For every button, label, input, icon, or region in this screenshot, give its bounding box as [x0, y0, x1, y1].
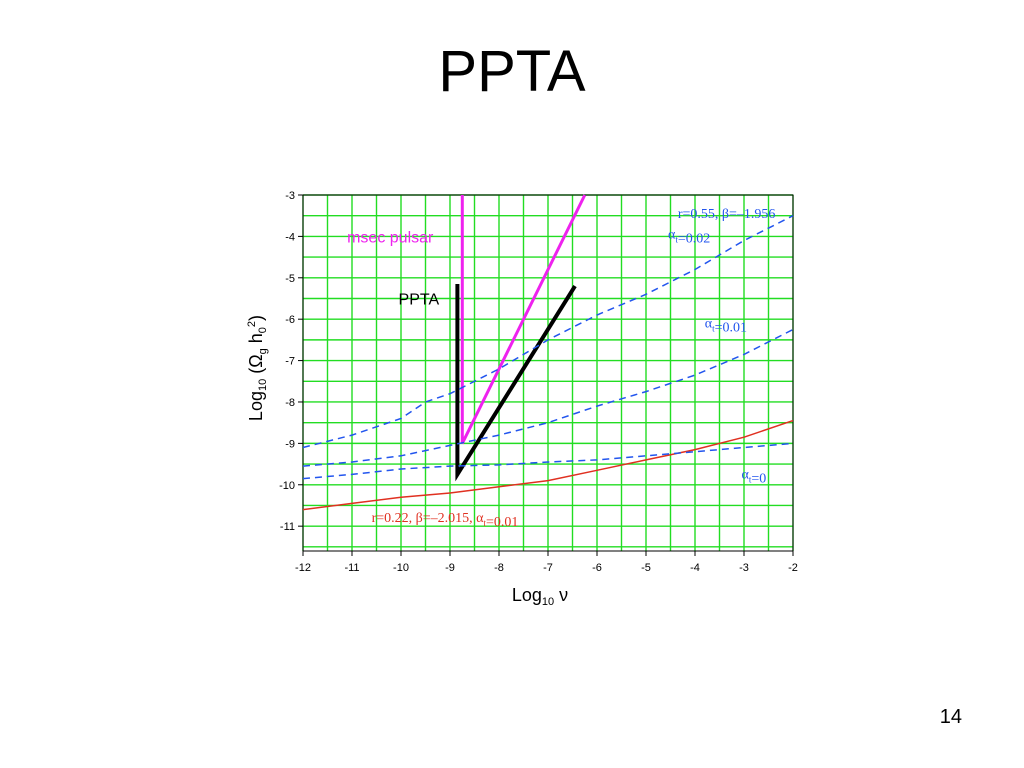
y-tick-label: -11: [280, 521, 295, 533]
y-tick-label: -8: [285, 397, 295, 409]
x-tick-label: -7: [543, 562, 553, 574]
annotation-a001: αt=0.01: [705, 316, 747, 335]
x-tick-label: -8: [494, 562, 504, 574]
series: [302, 194, 794, 511]
x-tick-label: -6: [592, 562, 602, 574]
y-tick-label: -4: [285, 231, 295, 243]
grid: [302, 194, 794, 551]
y-tick-label: -10: [279, 480, 295, 492]
x-tick-label: -4: [690, 562, 700, 574]
series-line-r-0-55-1-956-t-0-02: [302, 215, 794, 449]
annotations: msec pulsar PPTA r=0.55, β=–1.956 αt=0.02 αt…: [347, 207, 775, 530]
x-tick-label: -2: [788, 562, 798, 574]
axis-ticks: -12 -11 -10 -9 -8 -7 -6 -5 -4 -3 -2 -3 -4 -5 -6 -7 -8 -9 -…: [279, 190, 798, 574]
annotation-a0: αt=0: [742, 468, 767, 487]
series-line-t-0-01: [302, 328, 794, 467]
y-axis-title: Log10 (Ωg h02): [246, 315, 269, 421]
annotation-a002: αt=0.02: [668, 227, 710, 246]
x-tick-label: -9: [445, 562, 455, 574]
y-tick-label: -6: [285, 314, 295, 326]
y-tick-label: -5: [285, 273, 295, 285]
annotation-r055: r=0.55, β=–1.956: [678, 207, 776, 222]
y-tick-label: -9: [285, 438, 295, 450]
annotation-ppta: PPTA: [399, 292, 440, 309]
series-line-t-0: [302, 442, 794, 480]
y-tick-label: -7: [285, 356, 295, 368]
x-tick-label: -5: [641, 562, 651, 574]
x-tick-label: -11: [344, 562, 359, 574]
slide-title: PPTA: [438, 39, 586, 104]
slide-number: 14: [939, 706, 962, 728]
annotation-r022: r=0.22, β=–2.015, αt=0.01: [372, 511, 519, 530]
x-tick-label: -3: [739, 562, 749, 574]
series-line-ppta: [455, 284, 577, 482]
x-tick-label: -10: [393, 562, 409, 574]
x-axis-title: Log10 ν: [512, 585, 568, 608]
y-tick-label: -3: [285, 190, 295, 202]
x-tick-label: -12: [295, 562, 311, 574]
annotation-msec: msec pulsar: [347, 230, 434, 247]
series-line-r-0-22-2-015-t-0-01: [302, 419, 794, 511]
